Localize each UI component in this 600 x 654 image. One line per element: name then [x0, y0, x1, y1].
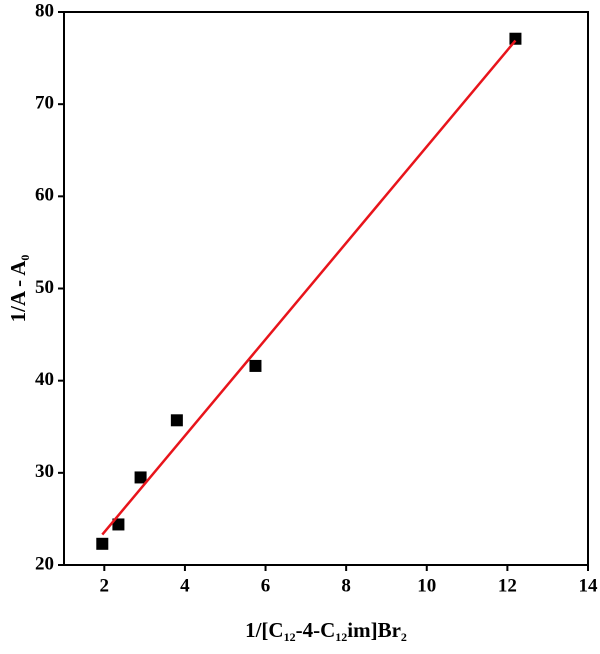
x-tick-label: 8	[341, 575, 351, 596]
y-tick-label: 30	[35, 461, 54, 482]
axis-title-part: -4-C	[296, 618, 336, 642]
axis-title-part: 1/A - A	[6, 260, 30, 323]
x-tick-label: 2	[100, 575, 110, 596]
x-tick-label: 10	[417, 575, 436, 596]
y-tick-label: 60	[35, 185, 54, 206]
y-tick-label: 70	[35, 93, 54, 114]
fit-line	[101, 39, 517, 536]
data-point	[170, 414, 183, 427]
data-point	[249, 359, 262, 372]
x-axis-title: 1/[C12-4-C12im]Br2	[245, 618, 407, 644]
axis-title-subscript: 2	[401, 630, 407, 644]
x-tick-label: 6	[261, 575, 271, 596]
axis-title-subscript: 12	[284, 630, 296, 644]
axis-title-part: 1/[C	[245, 618, 284, 642]
data-point	[509, 32, 522, 45]
x-tick-label: 12	[498, 575, 517, 596]
x-tick-label: 14	[579, 575, 599, 596]
y-axis-title: 1/A - A0	[6, 255, 32, 323]
axis-title-subscript: 0	[18, 255, 32, 261]
data-point	[134, 471, 147, 484]
y-tick-label: 40	[35, 369, 54, 390]
y-tick-label: 50	[35, 277, 54, 298]
data-point	[96, 537, 109, 550]
axis-title-part: im]Br	[347, 618, 401, 642]
data-point	[112, 518, 125, 531]
axis-title-subscript: 12	[335, 630, 347, 644]
y-tick-label: 20	[35, 553, 54, 574]
x-tick-label: 4	[180, 575, 190, 596]
y-tick-label: 80	[35, 0, 54, 21]
